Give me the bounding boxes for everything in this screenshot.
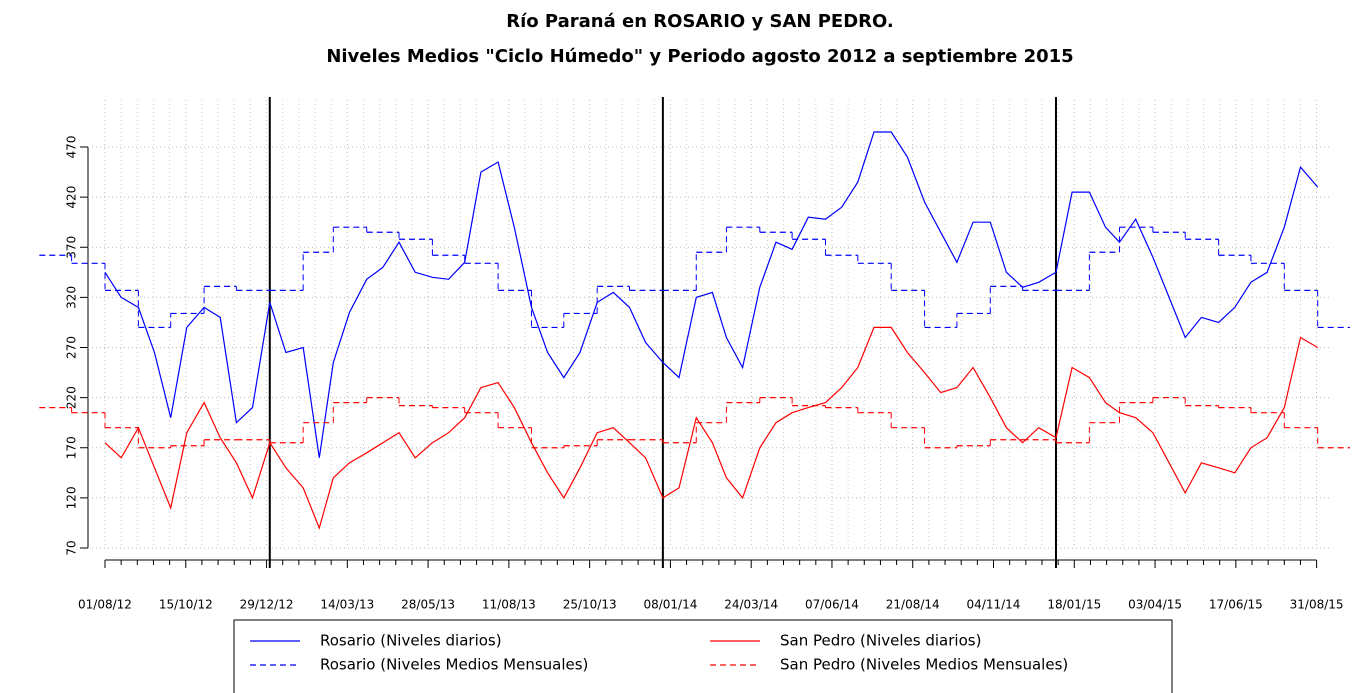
y-tick-label: 170 — [65, 436, 79, 459]
legend-label: Rosario (Niveles Medios Mensuales) — [320, 656, 588, 674]
legend-label: Rosario (Niveles diarios) — [320, 632, 502, 650]
x-tick-label: 11/08/13 — [482, 598, 536, 612]
y-tick-label: 320 — [65, 286, 79, 309]
y-tick-label: 120 — [65, 486, 79, 509]
y-tick-label: 420 — [65, 186, 79, 209]
x-tick-label: 29/12/12 — [240, 598, 294, 612]
daily-line — [104, 326, 1319, 530]
legend-box — [233, 619, 1173, 693]
x-tick-label: 08/01/14 — [643, 598, 697, 612]
y-tick-label: 470 — [65, 136, 79, 159]
x-tick-label: 25/10/13 — [563, 598, 617, 612]
daily-line — [104, 131, 1319, 458]
legend-label: San Pedro (Niveles Medios Mensuales) — [780, 656, 1068, 674]
y-tick-label: 370 — [65, 236, 79, 259]
x-tick-label: 24/03/14 — [724, 598, 778, 612]
x-tick-label: 14/03/13 — [320, 598, 374, 612]
x-tick-label: 07/06/14 — [805, 598, 859, 612]
x-tick-label: 15/10/12 — [159, 598, 213, 612]
x-tick-label: 18/01/15 — [1047, 598, 1101, 612]
x-tick-label: 03/04/15 — [1128, 598, 1182, 612]
chart-subtitle: Niveles Medios "Ciclo Húmedo" y Periodo … — [326, 46, 1073, 67]
x-tick-label: 17/06/15 — [1209, 598, 1263, 612]
x-tick-label: 04/11/14 — [967, 598, 1021, 612]
x-tick-label: 31/08/15 — [1290, 598, 1344, 612]
y-tick-label: 70 — [65, 540, 79, 555]
y-tick-label: 220 — [65, 386, 79, 409]
y-tick-label: 270 — [65, 336, 79, 359]
chart-title: Río Paraná en ROSARIO y SAN PEDRO. — [506, 11, 894, 32]
x-tick-label: 28/05/13 — [401, 598, 455, 612]
legend-label: San Pedro (Niveles diarios) — [780, 632, 981, 650]
x-tick-label: 21/08/14 — [886, 598, 940, 612]
x-tick-label: 01/08/12 — [78, 598, 132, 612]
